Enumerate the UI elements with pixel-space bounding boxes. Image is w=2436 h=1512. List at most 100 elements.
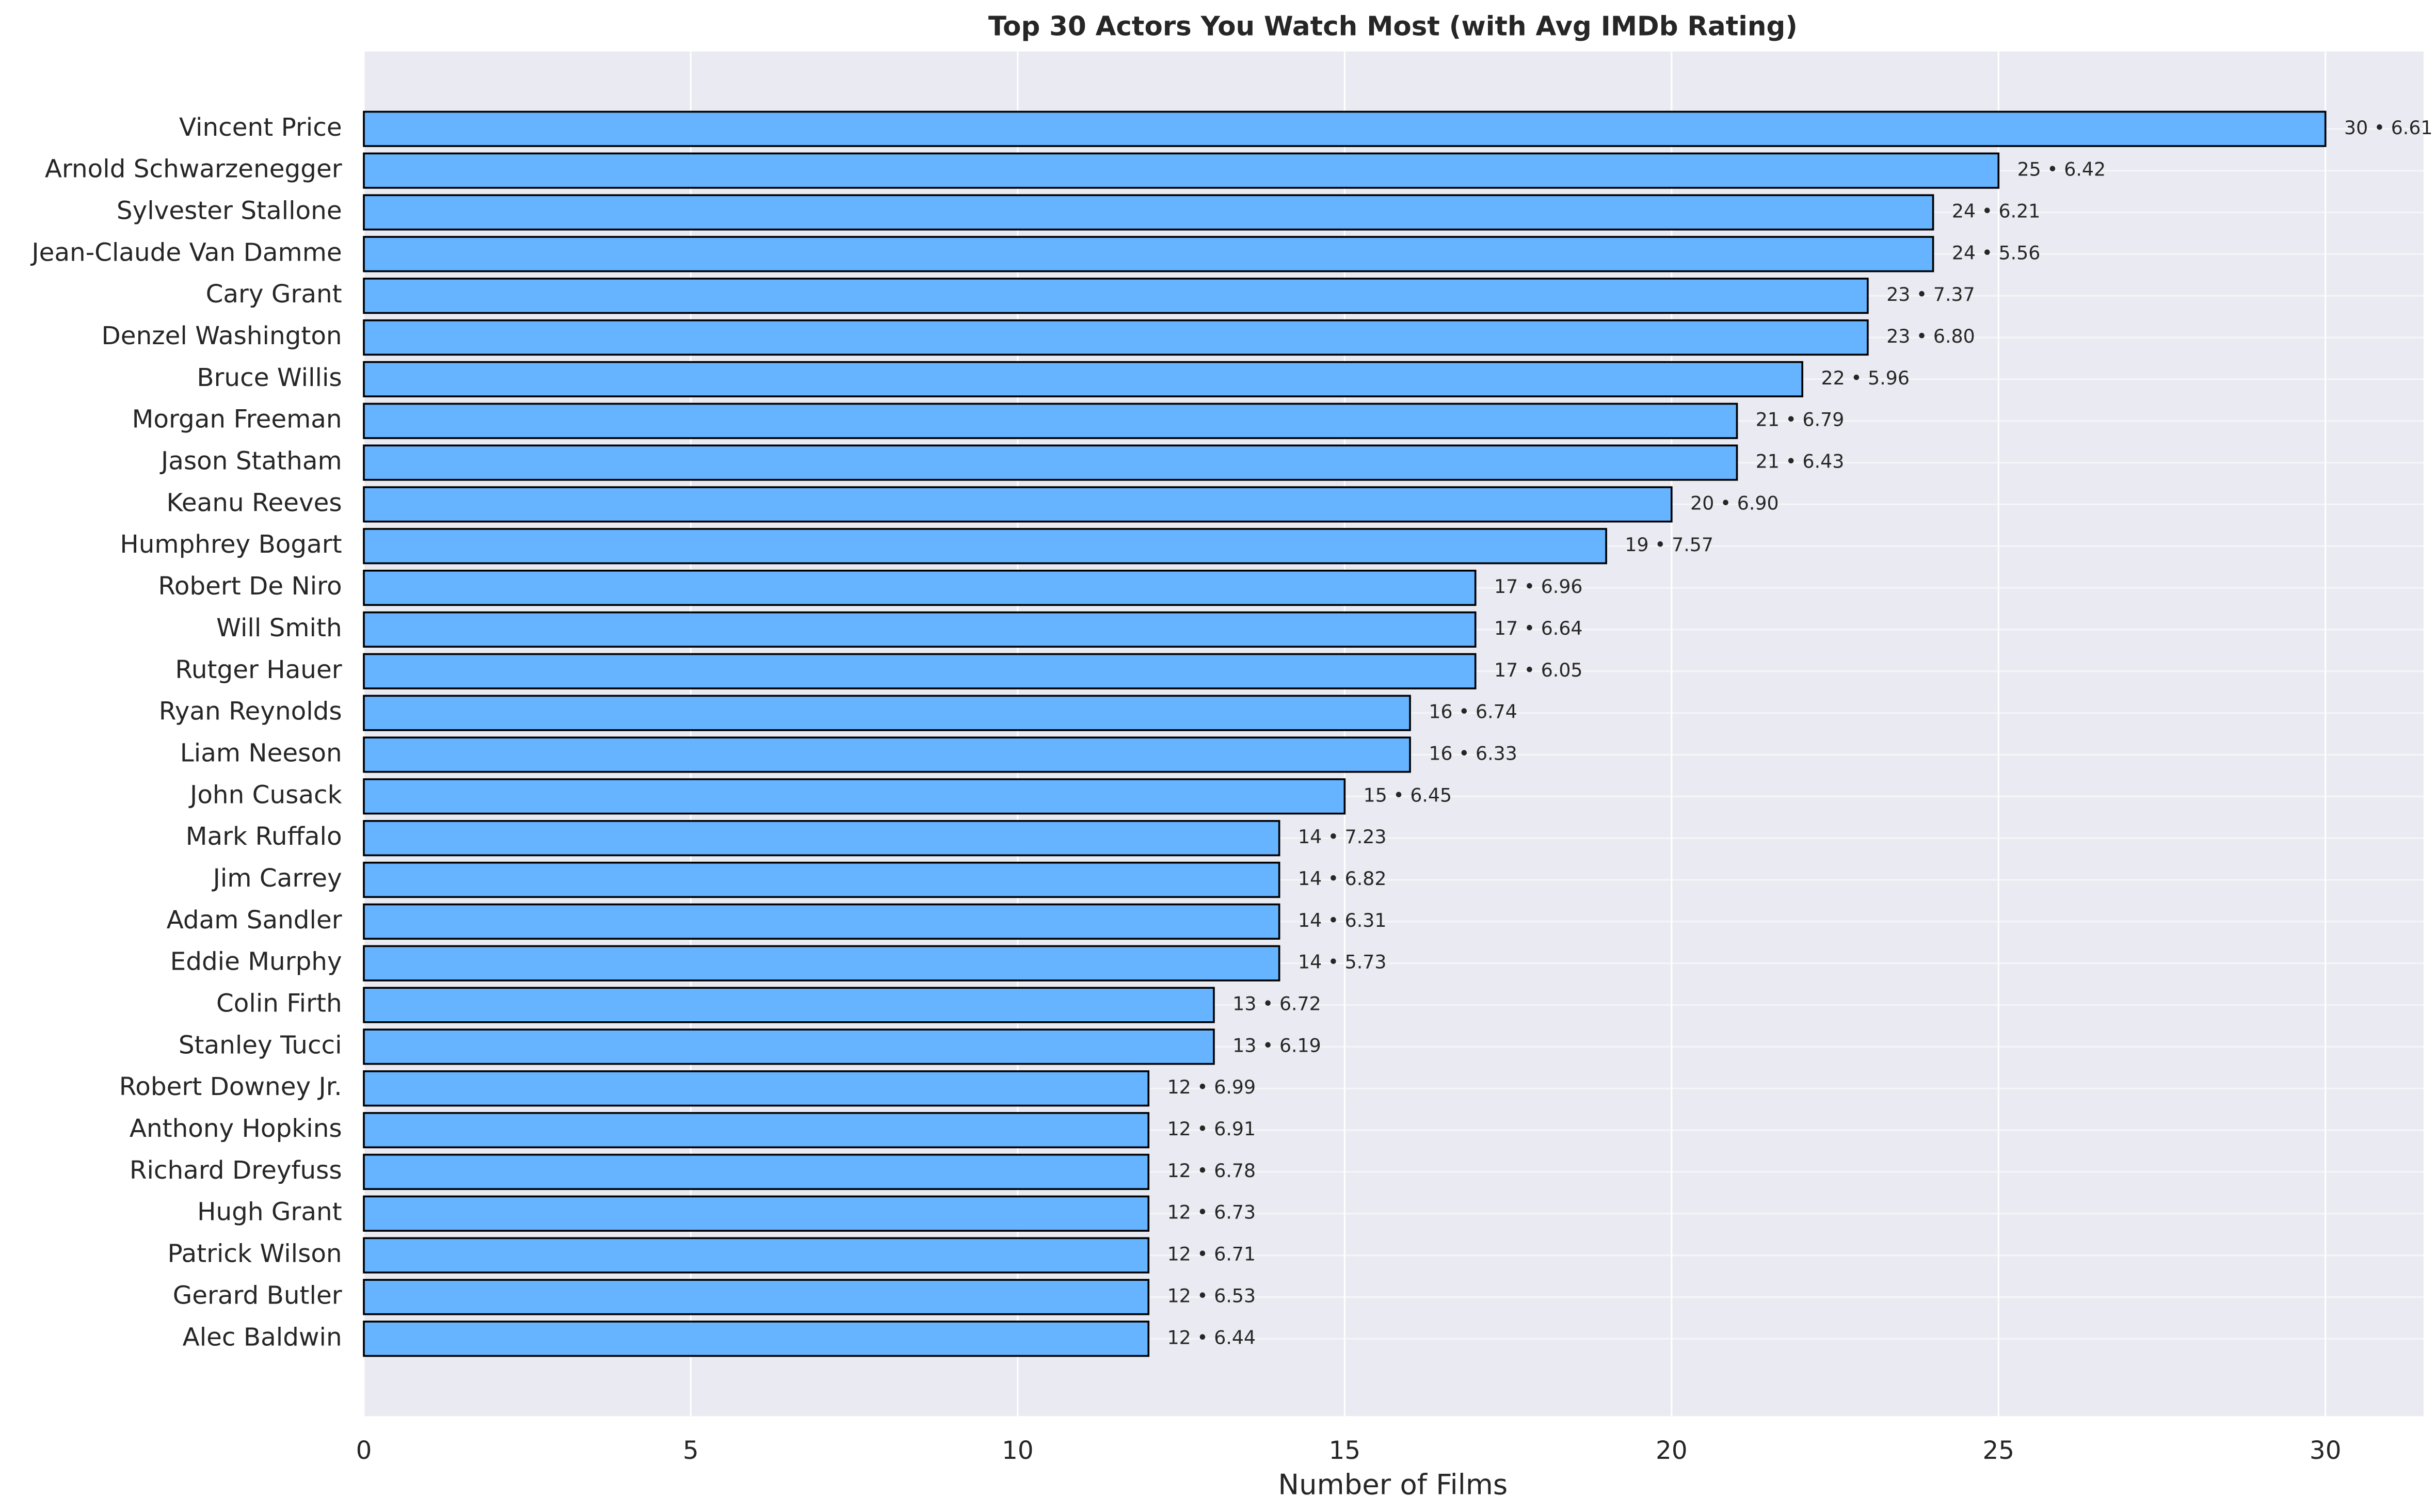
bar [363, 903, 1280, 940]
bar [363, 1237, 1150, 1274]
bar [363, 1321, 1150, 1357]
bar [363, 611, 1477, 648]
y-tick-label: Patrick Wilson [167, 1240, 342, 1268]
bar [363, 945, 1280, 982]
bar [363, 236, 1934, 272]
y-tick-label: Jason Statham [159, 447, 342, 476]
value-label: 22 • 5.96 [1821, 367, 1910, 389]
value-label: 13 • 6.72 [1232, 993, 1321, 1015]
x-tick-label: 20 [1656, 1436, 1688, 1465]
bar [363, 361, 1804, 397]
x-tick-label: 0 [356, 1436, 372, 1465]
y-tick-label: Hugh Grant [197, 1198, 342, 1227]
y-tick-label: Vincent Price [179, 113, 342, 142]
value-label: 12 • 6.44 [1167, 1326, 1256, 1348]
value-label: 14 • 7.23 [1298, 826, 1387, 848]
value-label: 12 • 6.78 [1167, 1160, 1256, 1182]
bar [363, 1070, 1150, 1107]
value-label: 12 • 6.73 [1167, 1201, 1256, 1224]
chart-title: Top 30 Actors You Watch Most (with Avg I… [988, 11, 1798, 42]
bar [363, 278, 1869, 314]
y-tick-label: Bruce Willis [197, 363, 342, 392]
y-tick-label: Robert De Niro [158, 572, 342, 601]
bar [363, 1112, 1150, 1149]
bar [363, 653, 1477, 689]
value-label: 14 • 6.82 [1298, 867, 1387, 890]
value-label: 16 • 6.33 [1429, 742, 1517, 764]
y-tick-label: Rutger Hauer [175, 655, 342, 684]
y-tick-label: Liam Neeson [180, 738, 342, 767]
value-label: 21 • 6.79 [1756, 409, 1845, 431]
value-label: 14 • 6.31 [1298, 909, 1387, 931]
bar [363, 319, 1869, 356]
bar [363, 110, 2327, 147]
value-label: 23 • 7.37 [1886, 283, 1975, 305]
x-tick-label: 5 [683, 1436, 699, 1465]
y-tick-label: Sylvester Stallone [117, 196, 342, 225]
y-tick-label: Adam Sandler [167, 906, 342, 935]
x-tick-label: 15 [1329, 1436, 1361, 1465]
value-label: 17 • 6.05 [1494, 659, 1583, 681]
y-tick-label: Gerard Butler [173, 1281, 342, 1310]
y-tick-label: Mark Ruffalo [186, 822, 342, 851]
y-tick-label: John Cusack [188, 780, 342, 809]
bar [363, 778, 1346, 815]
bar [363, 695, 1411, 731]
value-label: 21 • 6.43 [1756, 451, 1845, 473]
bar [363, 736, 1411, 773]
value-label: 12 • 6.99 [1167, 1076, 1256, 1098]
y-tick-label: Denzel Washington [102, 321, 342, 350]
bar [363, 987, 1215, 1023]
bar [363, 528, 1607, 565]
value-label: 20 • 6.90 [1690, 492, 1779, 514]
x-tick-label: 25 [1982, 1436, 2014, 1465]
bar [363, 152, 2000, 189]
bar [363, 403, 1738, 439]
x-axis-label: Number of Films [1278, 1468, 1508, 1501]
x-tick-label: 30 [2310, 1436, 2342, 1465]
x-tick-label: 10 [1002, 1436, 1034, 1465]
y-tick-label: Ryan Reynolds [159, 697, 342, 726]
value-label: 24 • 5.56 [1952, 242, 2041, 264]
value-label: 25 • 6.42 [2017, 158, 2106, 181]
bar [363, 194, 1934, 231]
y-tick-label: Arnold Schwarzenegger [45, 155, 342, 184]
bar [363, 569, 1477, 606]
y-tick-label: Stanley Tucci [179, 1031, 342, 1059]
y-tick-label: Colin Firth [216, 989, 342, 1018]
bar [363, 1028, 1215, 1065]
value-label: 17 • 6.96 [1494, 575, 1583, 598]
value-label: 12 • 6.91 [1167, 1118, 1256, 1140]
y-tick-label: Eddie Murphy [170, 947, 342, 976]
value-label: 30 • 6.61 [2344, 117, 2433, 139]
y-tick-label: Jean-Claude Van Damme [30, 238, 342, 267]
y-tick-label: Cary Grant [206, 280, 342, 309]
bar [363, 820, 1280, 857]
value-label: 13 • 6.19 [1232, 1034, 1321, 1056]
y-tick-label: Anthony Hopkins [130, 1114, 342, 1143]
y-tick-label: Keanu Reeves [167, 488, 342, 517]
y-tick-label: Robert Downey Jr. [119, 1072, 342, 1101]
value-label: 19 • 7.57 [1625, 534, 1713, 556]
value-label: 15 • 6.45 [1364, 784, 1452, 806]
value-label: 12 • 6.71 [1167, 1243, 1256, 1265]
bar [363, 486, 1673, 523]
value-label: 23 • 6.80 [1886, 325, 1975, 347]
y-tick-label: Humphrey Bogart [120, 530, 342, 559]
bar [363, 1279, 1150, 1315]
value-label: 24 • 6.21 [1952, 200, 2041, 222]
bar [363, 444, 1738, 481]
value-label: 14 • 5.73 [1298, 951, 1387, 973]
y-tick-label: Jim Carrey [212, 864, 342, 893]
value-label: 12 • 6.53 [1167, 1284, 1256, 1307]
bar [363, 1195, 1150, 1232]
y-tick-label: Will Smith [216, 614, 342, 642]
bar [363, 1153, 1150, 1190]
bar [363, 861, 1280, 898]
value-label: 17 • 6.64 [1494, 617, 1583, 639]
y-tick-label: Morgan Freeman [132, 405, 342, 434]
value-label: 16 • 6.74 [1429, 701, 1517, 723]
y-tick-label: Richard Dreyfuss [130, 1156, 342, 1185]
